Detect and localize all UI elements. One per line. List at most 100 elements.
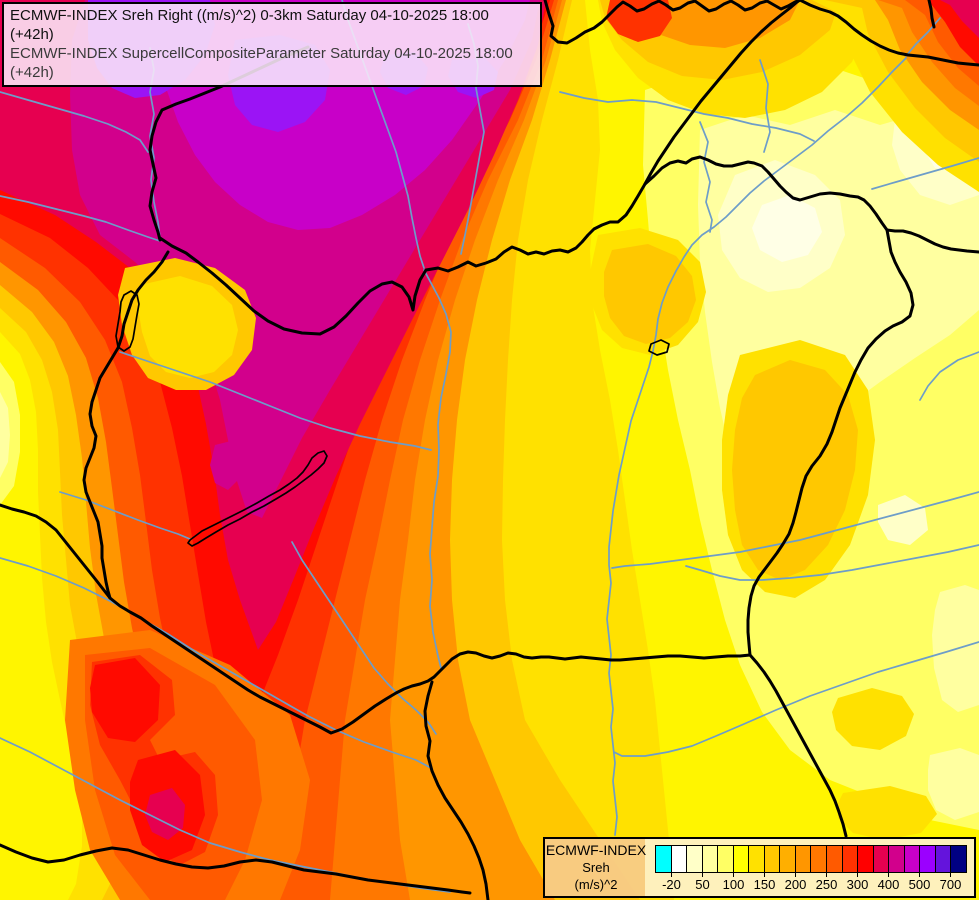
colorbar-cell-5	[732, 846, 749, 872]
colorbar-cell-9	[794, 846, 811, 872]
field-region-lightYellow	[0, 362, 20, 505]
field-region-amber	[604, 244, 696, 344]
colorbar-cell-11	[826, 846, 842, 872]
colorbar-cell-6	[748, 846, 764, 872]
colorbar-cell-12	[841, 846, 858, 872]
river	[59, 491, 191, 540]
colorbar-tick	[888, 872, 889, 877]
river	[871, 157, 979, 190]
colorbar-tick	[764, 872, 765, 877]
colorbar-cell-1	[670, 846, 687, 872]
river	[0, 195, 161, 242]
country-border	[108, 596, 752, 735]
colorbar-tick-label: 300	[846, 877, 869, 892]
country-border	[885, 228, 979, 254]
field-region-magentaRed	[210, 440, 243, 490]
colorbar-tick	[950, 872, 951, 877]
field-region-amber	[732, 360, 858, 580]
field-region-gold	[138, 276, 238, 378]
field-region-orange	[565, 0, 800, 48]
country-border	[158, 155, 889, 336]
colorbar-tick-label: 50	[695, 877, 710, 892]
colorbar-tick	[826, 872, 827, 877]
colorbar-cell-18	[934, 846, 951, 872]
field-region-cream	[878, 495, 928, 545]
colorbar-cell-13	[857, 846, 873, 872]
colorbar-tick-label: 150	[753, 877, 776, 892]
colorbar-cell-16	[903, 846, 920, 872]
colorbar-cell-10	[810, 846, 827, 872]
field-region-pale	[0, 392, 10, 478]
colorbar-tick	[733, 872, 734, 877]
field-region-gold	[838, 786, 937, 840]
colorbar-tick	[671, 872, 672, 877]
title-line-1: ECMWF-INDEX Sreh Right ((m/s)^2) 0-3km S…	[10, 7, 489, 43]
country-border	[82, 250, 170, 600]
field-region-nearWhite	[752, 195, 822, 262]
river	[606, 57, 907, 836]
country-border	[643, 0, 802, 186]
colorbar-cell-0	[656, 846, 671, 872]
legend-title: ECMWF-INDEX	[545, 842, 647, 858]
lake-neusiedl-outline	[115, 290, 140, 352]
legend-labels: ECMWF-INDEX Sreh (m/s)^2	[545, 842, 647, 893]
title-line-2: ECMWF-INDEX SupercellCompositeParameter …	[10, 45, 513, 81]
river	[119, 351, 432, 451]
field-region-pale	[928, 748, 979, 820]
colorbar-cell-3	[701, 846, 718, 872]
colorbar-tick-label: -20	[662, 877, 681, 892]
country-border	[0, 843, 472, 895]
colorbar-cell-4	[717, 846, 733, 872]
river	[759, 59, 771, 153]
colorbar-cell-14	[872, 846, 889, 872]
colorbar-tick	[857, 872, 858, 877]
colorbar-cell-8	[779, 846, 795, 872]
colorbar-tick	[702, 872, 703, 877]
field-region-red	[90, 658, 160, 742]
country-border	[423, 680, 490, 900]
river	[919, 351, 979, 401]
colorbar-cell-17	[919, 846, 935, 872]
country-border	[746, 228, 915, 657]
lake-tisza-outline	[648, 339, 670, 356]
country-border	[748, 653, 848, 838]
river	[0, 557, 432, 769]
colorbar-tick-label: 200	[784, 877, 807, 892]
lakes	[115, 290, 670, 547]
field-region-red	[888, 0, 979, 66]
river	[423, 269, 452, 669]
colorbar-tick-label: 250	[815, 877, 838, 892]
country-border	[0, 503, 112, 600]
colorbar-tick-label: 700	[939, 877, 962, 892]
colorbar-tick	[795, 872, 796, 877]
country-border	[798, 0, 979, 67]
field-region-redOrange	[606, 0, 672, 42]
colorbar-tick-label: 400	[877, 877, 900, 892]
field-region-crimson	[930, 0, 979, 38]
legend-parameter: Sreh	[582, 860, 610, 875]
legend-unit: (m/s)^2	[574, 877, 618, 892]
country-border	[927, 0, 936, 29]
colorbar-cell-15	[888, 846, 904, 872]
field-region-gold	[832, 688, 914, 750]
colorbar-cell-2	[686, 846, 702, 872]
river	[613, 641, 979, 757]
legend: ECMWF-INDEX Sreh (m/s)^2 -20 50 100 150 200 2…	[543, 837, 976, 898]
field-region-yellow	[0, 332, 82, 900]
river	[699, 121, 713, 233]
river	[685, 544, 979, 581]
country-border	[543, 0, 802, 45]
lake-balaton-outline	[187, 450, 328, 547]
colorbar-cell-19	[950, 846, 966, 872]
colorbar	[655, 845, 967, 873]
colorbar-cell-7	[763, 846, 780, 872]
colorbar-tick	[919, 872, 920, 877]
colorbar-tick-label: 100	[722, 877, 745, 892]
river	[291, 541, 437, 735]
river	[0, 91, 149, 153]
colorbar-tick-label: 500	[908, 877, 931, 892]
